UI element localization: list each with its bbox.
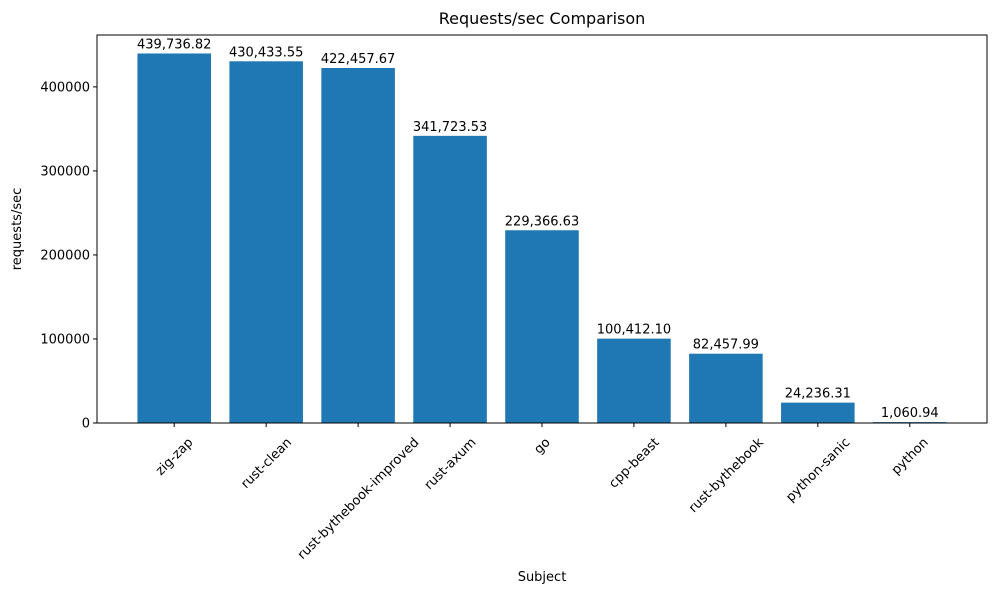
chart-title: Requests/sec Comparison	[439, 9, 646, 28]
x-tick-label: rust-bythebook	[686, 435, 767, 516]
x-tick-label: rust-clean	[238, 435, 295, 492]
bar	[505, 230, 579, 423]
bar-value-label: 422,457.67	[321, 52, 395, 67]
value-labels-group: 439,736.82 430,433.55 422,457.67 341,723.53…	[137, 37, 939, 421]
bar	[229, 61, 303, 423]
x-tick-label: python-sanic	[783, 435, 853, 505]
y-axis-label: requests/sec	[10, 188, 25, 271]
bar-value-label: 430,433.55	[229, 45, 303, 60]
bar-value-label: 100,412.10	[597, 323, 671, 338]
y-ticks-group: 0 100000 200000 300000 400000	[40, 80, 97, 432]
x-tick-label: rust-bythebook-improved	[295, 435, 422, 562]
x-tick-label: python	[889, 435, 932, 478]
bar	[321, 68, 395, 423]
bar	[597, 338, 671, 423]
bar	[137, 53, 211, 423]
bars-group	[137, 53, 947, 423]
bar-value-label: 82,457.99	[693, 338, 759, 353]
bar-value-label: 1,060.94	[881, 406, 939, 421]
plot-area-border	[96, 34, 988, 424]
x-tick-label: rust-axum	[422, 435, 480, 493]
bar	[413, 135, 487, 423]
x-axis-label: Subject	[518, 570, 567, 585]
bar-value-label: 24,236.31	[785, 387, 851, 402]
bar	[781, 402, 855, 423]
y-tick-label: 300000	[40, 164, 90, 179]
bar-value-label: 341,723.53	[413, 120, 487, 135]
x-tick-label: go	[531, 435, 553, 457]
x-tick-label: cpp-beast	[606, 435, 662, 491]
x-tick-label: zig-zap	[153, 435, 196, 478]
bar	[689, 353, 763, 423]
bar-value-label: 439,736.82	[137, 37, 211, 52]
y-tick-label: 0	[82, 417, 90, 432]
bar-value-label: 229,366.63	[505, 214, 579, 229]
y-tick-label: 200000	[40, 248, 90, 263]
y-tick-label: 100000	[40, 332, 90, 347]
x-ticks-group: zig-zap rust-clean rust-bythebook-improved…	[153, 423, 932, 563]
y-tick-label: 400000	[40, 80, 90, 95]
